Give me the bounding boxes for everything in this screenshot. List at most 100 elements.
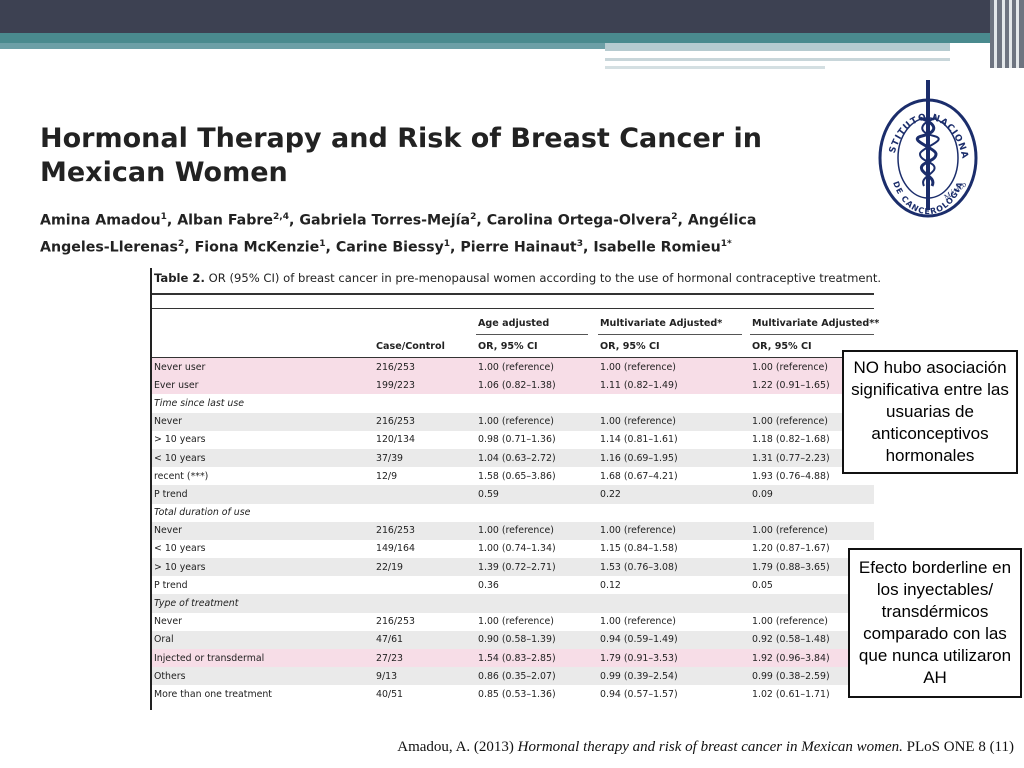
table-rule	[152, 308, 874, 309]
header-multivariate-1: Multivariate Adjusted*	[600, 318, 723, 329]
table-cell: 1.00 (0.74–1.34)	[478, 543, 556, 555]
subheader-or: OR, 95% CI	[478, 341, 538, 352]
callout-borderline-effect-text: Efecto borderline en los inyectables/ tr…	[858, 558, 1012, 687]
table-cell: 1.20 (0.87–1.67)	[752, 543, 830, 555]
table-cell: 0.99 (0.38–2.59)	[752, 670, 830, 682]
table-cell: 0.85 (0.53–1.36)	[478, 688, 556, 700]
table-header-rule	[152, 357, 874, 358]
table-cell: 0.12	[600, 579, 621, 591]
slide-header-light-band	[605, 43, 950, 51]
table-section-row: Total duration of use	[152, 504, 874, 522]
table-row: Never 216/253 1.00 (reference) 1.00 (refere…	[152, 521, 874, 540]
table-row: < 10 years 37/39 1.04 (0.63–2.72) 1.16 (0.6…	[152, 448, 874, 468]
author-name: Amina Amadou	[40, 212, 161, 229]
header-underline	[750, 334, 874, 335]
subheader-or: OR, 95% CI	[752, 341, 812, 352]
table-cell: 1.00 (reference)	[752, 616, 828, 628]
author-affiliation: 1	[160, 212, 167, 222]
table-cell: 27/23	[376, 652, 404, 664]
table-top-rule	[152, 293, 874, 295]
table-cell: 1.11 (0.82–1.49)	[600, 379, 678, 391]
citation-title: Hormonal therapy and risk of breast canc…	[517, 739, 903, 755]
table-cell: 1.93 (0.76–4.88)	[752, 470, 830, 482]
table-left-rule	[150, 268, 152, 710]
table-cell: 1.39 (0.72–2.71)	[478, 561, 556, 573]
table-cell: Never	[154, 525, 182, 537]
table-row: Others 9/13 0.86 (0.35–2.07) 0.99 (0.39–2.5…	[152, 667, 874, 686]
table-cell: 1.92 (0.96–3.84)	[752, 652, 830, 664]
table-cell: < 10 years	[154, 452, 206, 464]
table-cell: 9/13	[376, 670, 398, 682]
table-caption: Table 2. OR (95% CI) of breast cancer in…	[154, 271, 881, 285]
table-cell: 0.94 (0.59–1.49)	[600, 634, 678, 646]
table-row: Never 216/253 1.00 (reference) 1.00 (refere…	[152, 613, 874, 631]
table-cell: 216/253	[376, 525, 415, 537]
table-cell: 1.00 (reference)	[478, 525, 554, 537]
table-cell: 1.00 (reference)	[752, 525, 828, 537]
table-cell: Ever user	[154, 379, 199, 391]
table-cell: 1.00 (reference)	[600, 525, 676, 537]
table-cell: 0.98 (0.71–1.36)	[478, 434, 556, 446]
author-name: Fiona McKenzie	[194, 239, 320, 256]
svg-text:INSTITUTO NACIONAL: INSTITUTO NACIONAL	[876, 78, 970, 160]
table-cell: More than one treatment	[154, 688, 272, 700]
table-cell: Total duration of use	[154, 507, 251, 519]
header-multivariate-2: Multivariate Adjusted**	[752, 318, 880, 329]
author-list: Amina Amadou1, Alban Fabre2,4, Gabriela …	[40, 212, 757, 256]
subheader-case-control: Case/Control	[376, 341, 445, 352]
table-row: < 10 years 149/164 1.00 (0.74–1.34) 1.15 (0…	[152, 540, 874, 558]
table-cell: 120/134	[376, 434, 415, 446]
author-affiliation: 1*	[720, 238, 732, 249]
slide-header-thin-line	[605, 58, 950, 61]
table-cell: 40/51	[376, 688, 404, 700]
table-cell: 0.86 (0.35–2.07)	[478, 670, 556, 682]
table-cell: Never user	[154, 361, 206, 373]
citation-journal: PLoS ONE 8 (11)	[906, 739, 1014, 755]
author-name: Angélica Angeles-Llerenas	[40, 212, 757, 256]
author-name: Pierre Hainaut	[460, 239, 577, 256]
table-cell: 1.00 (reference)	[478, 616, 554, 628]
table-section-row: Time since last use	[152, 394, 874, 412]
table-row: Injected or transdermal 27/23 1.54 (0.83–2…	[152, 649, 874, 668]
table-cell: > 10 years	[154, 561, 206, 573]
table-cell: 12/9	[376, 470, 398, 482]
table-cell: 149/164	[376, 543, 415, 555]
slide-header-accent	[0, 33, 1024, 43]
table-row: Never 216/253 1.00 (reference) 1.00 (refere…	[152, 412, 874, 431]
table-row: Ever user 199/223 1.06 (0.82–1.38) 1.11 (0.…	[152, 376, 874, 395]
table-cell: > 10 years	[154, 434, 206, 446]
table-cell: 216/253	[376, 616, 415, 628]
slide-corner-bars	[990, 0, 1024, 68]
table-cell: Injected or transdermal	[154, 652, 265, 664]
author-affiliation: 1	[443, 238, 451, 249]
table-cell: 1.00 (reference)	[752, 361, 828, 373]
table-cell: 1.15 (0.84–1.58)	[600, 543, 678, 555]
table-cell: 22/19	[376, 561, 404, 573]
table-cell: 1.14 (0.81–1.61)	[600, 434, 678, 446]
table-cell: 0.36	[478, 579, 499, 591]
logo-text-top: INSTITUTO NACIONAL	[876, 78, 969, 160]
table-cell: 1.00 (reference)	[478, 361, 554, 373]
table-caption-text: OR (95% CI) of breast cancer in pre-meno…	[208, 271, 882, 285]
slide-header-accent-lower	[0, 43, 605, 49]
table-row: Oral 47/61 0.90 (0.58–1.39) 0.94 (0.59–1.49…	[152, 630, 874, 649]
author-affiliation: 2	[470, 212, 477, 222]
table-cell: 1.79 (0.91–3.53)	[600, 652, 678, 664]
author-affiliation: 2	[177, 238, 185, 249]
table-cell: 1.18 (0.82–1.68)	[752, 434, 830, 446]
header-underline	[598, 334, 742, 335]
table-row: Never user 216/253 1.00 (reference) 1.00 (r…	[152, 358, 874, 377]
table-body: Never user 216/253 1.00 (reference) 1.00 (r…	[152, 358, 874, 704]
table-cell: 1.02 (0.61–1.71)	[752, 688, 830, 700]
author-affiliation: 1	[319, 238, 326, 249]
table-cell: P trend	[154, 488, 188, 500]
table-cell: 1.00 (reference)	[600, 616, 676, 628]
citation: Amadou, A. (2013) Hormonal therapy and r…	[397, 739, 1014, 756]
callout-borderline-effect: Efecto borderline en los inyectables/ tr…	[848, 548, 1022, 698]
table-cell: 216/253	[376, 361, 415, 373]
table-cell: 1.00 (reference)	[600, 361, 676, 373]
author-affiliation: 2	[671, 212, 678, 222]
table-cell: 1.00 (reference)	[752, 416, 828, 428]
institution-logo: INSTITUTO NACIONAL DE CANCEROLOGIA Méxic…	[876, 78, 978, 218]
table-cell: 1.16 (0.69–1.95)	[600, 452, 678, 464]
